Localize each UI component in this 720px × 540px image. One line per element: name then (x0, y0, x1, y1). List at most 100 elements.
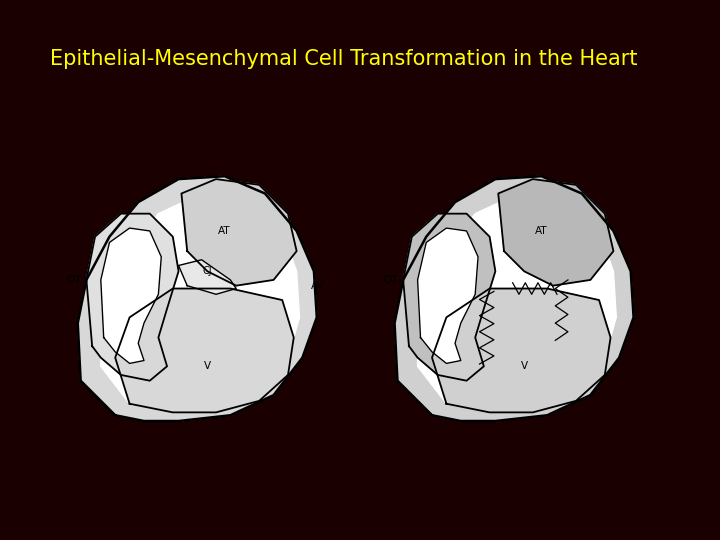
Point (251, 366, 263, 374)
Point (88, 272, 99, 281)
Point (287, 328, 299, 336)
Point (447, 401, 459, 409)
Point (562, 181, 574, 190)
Point (642, 208, 654, 217)
Point (413, 243, 424, 252)
Point (165, 364, 176, 373)
Point (447, 312, 459, 321)
Point (497, 262, 508, 271)
Point (447, 356, 459, 364)
Point (539, 321, 551, 329)
Point (458, 306, 469, 314)
Point (610, 338, 621, 346)
Point (254, 399, 266, 408)
Point (183, 312, 194, 321)
Point (621, 327, 632, 335)
Point (266, 205, 277, 214)
Point (143, 370, 154, 379)
Point (398, 205, 410, 213)
Point (544, 313, 556, 322)
Point (282, 308, 293, 316)
Point (597, 273, 608, 281)
Point (115, 304, 127, 313)
Point (585, 405, 597, 414)
Point (433, 389, 445, 398)
Point (591, 402, 603, 410)
Point (564, 269, 576, 278)
Point (436, 265, 447, 274)
Point (538, 186, 549, 194)
Point (515, 213, 526, 221)
Point (149, 280, 161, 288)
Point (392, 409, 404, 418)
Point (412, 196, 423, 205)
Point (545, 396, 557, 404)
Point (638, 330, 649, 339)
Point (521, 245, 532, 254)
Point (155, 347, 166, 356)
Point (120, 172, 132, 181)
Point (215, 303, 227, 312)
Point (616, 257, 628, 266)
Point (430, 358, 441, 367)
Point (388, 396, 400, 405)
Point (588, 183, 599, 192)
Point (534, 342, 545, 350)
Point (585, 248, 597, 256)
Point (106, 341, 117, 350)
Point (109, 373, 121, 381)
Point (568, 300, 580, 308)
Point (212, 311, 223, 320)
Point (207, 215, 219, 224)
Point (267, 339, 279, 347)
Point (433, 377, 444, 386)
Point (194, 258, 206, 266)
Point (311, 414, 323, 423)
Point (215, 391, 226, 400)
Point (573, 234, 585, 243)
Point (173, 359, 184, 367)
Point (549, 402, 561, 410)
Point (387, 256, 399, 265)
Point (226, 378, 238, 387)
Point (417, 263, 428, 272)
Point (192, 225, 203, 234)
Point (477, 185, 488, 193)
Point (410, 280, 421, 288)
Point (639, 289, 650, 298)
Point (546, 359, 558, 367)
Point (594, 262, 606, 271)
Point (561, 170, 572, 179)
Point (572, 246, 584, 255)
Point (161, 250, 173, 259)
Point (570, 417, 581, 426)
Point (140, 395, 152, 403)
Point (219, 396, 230, 405)
Point (199, 353, 211, 361)
Point (227, 268, 238, 276)
Point (399, 349, 410, 358)
Point (642, 226, 653, 234)
Point (94, 280, 106, 289)
Point (577, 349, 588, 357)
Point (394, 309, 405, 318)
Point (194, 363, 206, 372)
Point (468, 175, 480, 184)
Point (550, 221, 562, 230)
Point (593, 212, 604, 220)
Point (433, 384, 444, 393)
Point (90, 312, 102, 320)
Point (293, 291, 305, 300)
Point (500, 392, 512, 400)
Point (148, 176, 159, 185)
Point (192, 219, 203, 228)
Point (259, 338, 271, 346)
Point (391, 222, 402, 231)
Point (165, 266, 176, 274)
Point (73, 315, 84, 324)
Point (502, 267, 513, 275)
Point (607, 261, 618, 270)
Point (260, 284, 271, 293)
Point (546, 161, 558, 170)
Point (455, 318, 467, 327)
